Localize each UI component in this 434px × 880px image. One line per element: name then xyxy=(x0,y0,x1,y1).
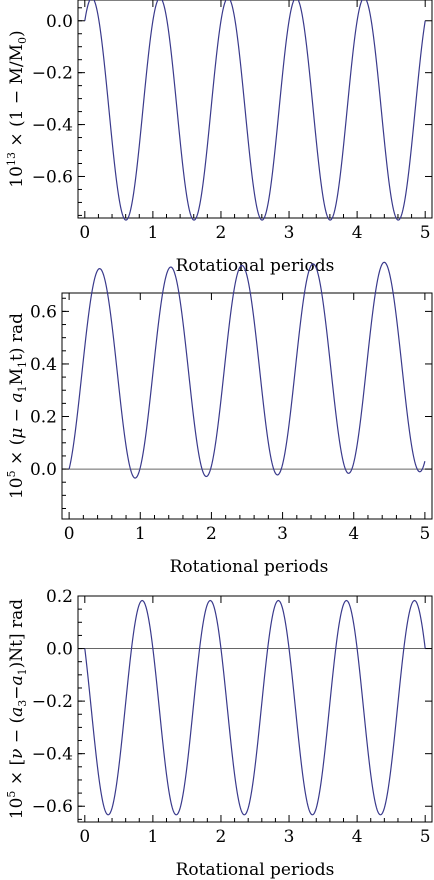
series-line xyxy=(84,0,426,221)
x-ticks: 0 1 2 3 4 5 xyxy=(64,293,430,544)
y-tick-label: −0.2 xyxy=(32,692,73,712)
x-ticks: 0 1 2 3 4 5 xyxy=(79,596,431,847)
y-ticks: 0.2 0.0 −0.2 −0.4 −0.6 xyxy=(32,587,432,820)
y-ticks: 0.0 0.2 0.4 0.6 xyxy=(30,297,432,509)
x-tick-label: 2 xyxy=(206,524,217,544)
x-tick-label: 2 xyxy=(216,827,227,847)
y-tick-label: 0.0 xyxy=(46,640,73,660)
x-tick-label: 3 xyxy=(277,524,288,544)
series-line xyxy=(84,599,426,816)
x-axis-label: Rotational periods xyxy=(176,256,335,276)
y-tick-label: 0.6 xyxy=(30,302,57,322)
x-tick-label: 3 xyxy=(284,223,295,243)
panel-nu: 0.2 0.0 −0.2 −0.4 −0.6 0 1 2 3 4 5 Rotational per… xyxy=(5,587,433,880)
plot-frame xyxy=(61,292,433,520)
y-tick-label: −0.6 xyxy=(32,167,73,187)
plot-frame xyxy=(77,595,433,823)
x-tick-label: 1 xyxy=(135,524,146,544)
y-tick-label: −0.4 xyxy=(32,745,73,765)
x-ticks: 0 1 2 3 4 5 xyxy=(79,0,431,243)
panel-mass-ratio: 0.0 −0.2 −0.4 −0.6 0 1 2 3 4 5 Rotational period… xyxy=(5,0,433,276)
y-tick-label: 0.4 xyxy=(30,355,57,375)
series-line xyxy=(68,261,426,479)
x-tick-label: 4 xyxy=(348,524,359,544)
x-tick-label: 1 xyxy=(147,223,158,243)
x-tick-label: 0 xyxy=(64,524,75,544)
y-ticks: 0.0 −0.2 −0.4 −0.6 xyxy=(32,7,432,216)
plot-frame xyxy=(77,0,433,219)
x-tick-label: 0 xyxy=(79,223,90,243)
y-tick-label: 0.0 xyxy=(30,460,57,480)
x-tick-label: 3 xyxy=(284,827,295,847)
x-tick-label: 1 xyxy=(147,827,158,847)
y-tick-label: −0.2 xyxy=(32,64,73,84)
x-tick-label: 5 xyxy=(420,827,431,847)
x-axis-label: Rotational periods xyxy=(176,860,335,880)
x-tick-label: 4 xyxy=(352,827,363,847)
y-tick-label: −0.4 xyxy=(32,116,73,136)
y-axis-label: 105 × (μ − a1M1t) rad xyxy=(5,313,29,499)
x-tick-label: 4 xyxy=(352,223,363,243)
x-tick-label: 5 xyxy=(420,223,431,243)
y-tick-label: 0.2 xyxy=(30,408,57,428)
x-tick-label: 2 xyxy=(216,223,227,243)
y-axis-label: 105 × [ν − (a3−a1)Nt] rad xyxy=(5,599,29,820)
y-tick-label: 0.2 xyxy=(46,587,73,607)
y-tick-label: −0.6 xyxy=(32,797,73,817)
x-tick-label: 5 xyxy=(419,524,430,544)
x-axis-label: Rotational periods xyxy=(170,557,329,577)
x-tick-label: 0 xyxy=(79,827,90,847)
y-axis-label: 1013 × (1 − M/M0) xyxy=(5,30,29,187)
panel-mean-anomaly: 0.0 0.2 0.4 0.6 0 1 2 3 4 5 Rotational periods 1… xyxy=(5,261,433,577)
y-tick-label: 0.0 xyxy=(46,12,73,32)
